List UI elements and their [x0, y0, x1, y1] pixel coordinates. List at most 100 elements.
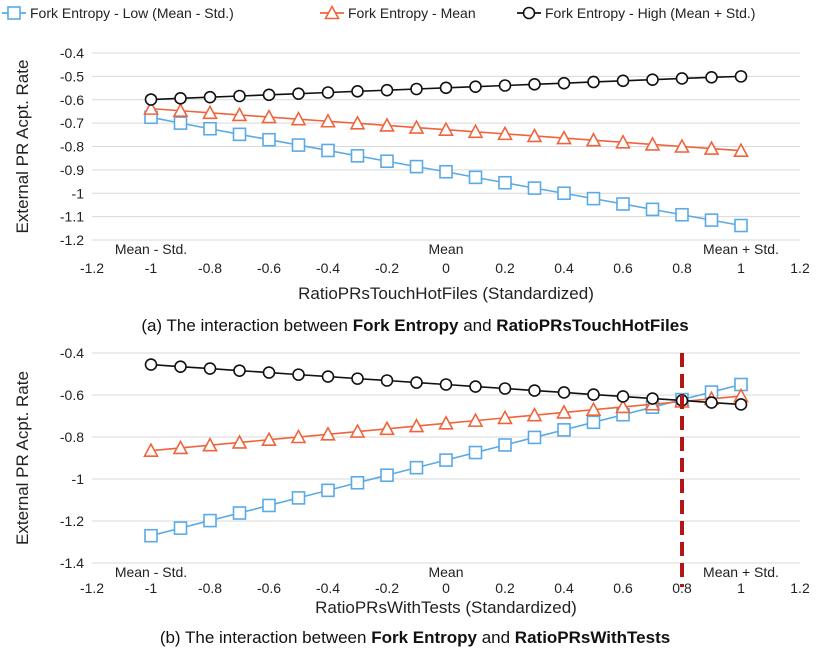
data-point	[556, 404, 572, 419]
data-point	[585, 132, 602, 147]
x-tick-label: -0.4	[316, 580, 340, 596]
data-point	[467, 412, 484, 427]
data-point	[202, 437, 218, 452]
series-fork-entropy-mean	[143, 100, 749, 158]
caption-bold-1: Fork Entropy	[353, 316, 459, 335]
x-tick-label: 0	[442, 260, 450, 276]
x-tick-label: 0.8	[672, 580, 692, 596]
y-axis-title: External PR Acpt. Rate	[13, 371, 32, 545]
x-tick-label: -0.8	[198, 580, 222, 596]
x-axis-title: RatioPRsTouchHotFiles (Standardized)	[298, 284, 594, 303]
data-point	[410, 376, 423, 389]
annotation-label: Mean + Std.	[703, 564, 779, 580]
data-point	[261, 431, 277, 447]
data-point	[203, 362, 217, 375]
data-point	[556, 129, 572, 145]
x-tick-label: -0.4	[316, 260, 340, 276]
data-point	[174, 92, 187, 105]
data-point	[498, 438, 512, 452]
annotation-label: Mean	[428, 564, 463, 580]
caption-prefix: (a) The interaction between	[141, 316, 352, 335]
data-point	[290, 110, 307, 126]
legend-label: Fork Entropy - Mean	[348, 5, 476, 21]
data-point	[203, 121, 217, 136]
data-point	[321, 370, 335, 383]
data-point	[585, 401, 602, 417]
x-tick-label: -1	[145, 580, 158, 596]
data-point	[646, 73, 659, 86]
series-fork-entropy-low-mean-std	[144, 110, 748, 233]
chart-b: -0.4-0.6-0.8-1-1.2-1.4-1.2 -1 -0.8 -0.6 -0.4…	[13, 345, 810, 647]
y-tick-labels: -0.4 -0.6 -0.8 -1 -1.2 -1.4	[60, 345, 84, 571]
data-point	[705, 396, 718, 409]
data-point	[409, 159, 424, 174]
data-point	[616, 74, 630, 88]
legend-label: Fork Entropy - High (Mean + Std.)	[545, 5, 755, 21]
data-point	[586, 191, 601, 206]
data-point	[174, 360, 187, 373]
data-point	[233, 364, 246, 377]
y-tick-label: -0.4	[60, 45, 84, 61]
data-point	[408, 417, 425, 433]
data-point	[616, 197, 630, 211]
chart-legend: Fork Entropy - Low (Mean - Std.) Fork Ent…	[2, 4, 755, 21]
data-point	[262, 366, 276, 379]
x-tick-label: 0.2	[495, 260, 515, 276]
data-point	[410, 82, 423, 96]
data-point	[438, 415, 454, 430]
data-point	[144, 93, 158, 106]
data-point	[262, 498, 276, 513]
annotation-label: Mean + Std.	[703, 241, 779, 257]
x-tick-label: 1	[737, 580, 745, 596]
data-point	[172, 102, 189, 118]
data-point	[675, 72, 689, 85]
data-point	[349, 423, 366, 438]
x-tick-label: 0.6	[613, 580, 633, 596]
legend-marker-circle	[522, 6, 536, 20]
data-point	[143, 100, 159, 115]
y-tick-labels: -0.4 -0.5 -0.6 -0.7 -0.8 -0.9 -1 -1.1 -1.2	[60, 45, 84, 248]
data-point	[380, 374, 394, 387]
data-point	[144, 358, 158, 371]
data-point	[262, 88, 276, 102]
x-tick-label: -1	[145, 260, 158, 276]
data-point	[291, 491, 306, 505]
x-tick-labels: -1.2 -1 -0.8 -0.6 -0.4 -0.2 0 0.2 0.4 0.6 0.8 1 1.2	[80, 580, 810, 596]
data-point	[262, 132, 276, 147]
data-point	[734, 398, 748, 411]
data-point	[467, 123, 484, 139]
x-tick-label: 1.2	[790, 580, 810, 596]
data-point	[703, 140, 720, 155]
data-point	[232, 127, 247, 142]
data-point	[705, 71, 718, 84]
data-point	[439, 378, 453, 391]
x-tick-label: -1.2	[80, 260, 104, 276]
x-tick-label: -0.2	[375, 260, 399, 276]
y-tick-label: -1.2	[60, 232, 84, 248]
data-point	[438, 121, 454, 136]
y-tick-label: -1	[72, 185, 85, 201]
data-point	[173, 521, 188, 535]
data-point	[557, 186, 571, 201]
annotation-label: Mean	[428, 241, 463, 257]
data-point	[469, 380, 482, 393]
x-tick-label: 0.4	[554, 580, 574, 596]
y-tick-label: -0.6	[60, 387, 84, 403]
x-tick-label: 0.4	[554, 260, 574, 276]
data-point	[644, 136, 661, 151]
data-point	[439, 164, 453, 179]
data-point	[498, 175, 512, 190]
caption-mid: and	[458, 316, 496, 335]
data-point	[734, 70, 748, 83]
caption-bold-2: RatioPRsWithTests	[515, 628, 670, 647]
data-point	[615, 398, 631, 414]
data-point	[320, 426, 336, 441]
data-point	[498, 79, 512, 92]
data-point	[586, 415, 601, 430]
y-tick-label: -0.8	[60, 429, 84, 445]
caption-mid: and	[477, 628, 515, 647]
x-tick-label: 0	[442, 580, 450, 596]
data-point	[527, 430, 542, 445]
data-point	[468, 170, 483, 185]
